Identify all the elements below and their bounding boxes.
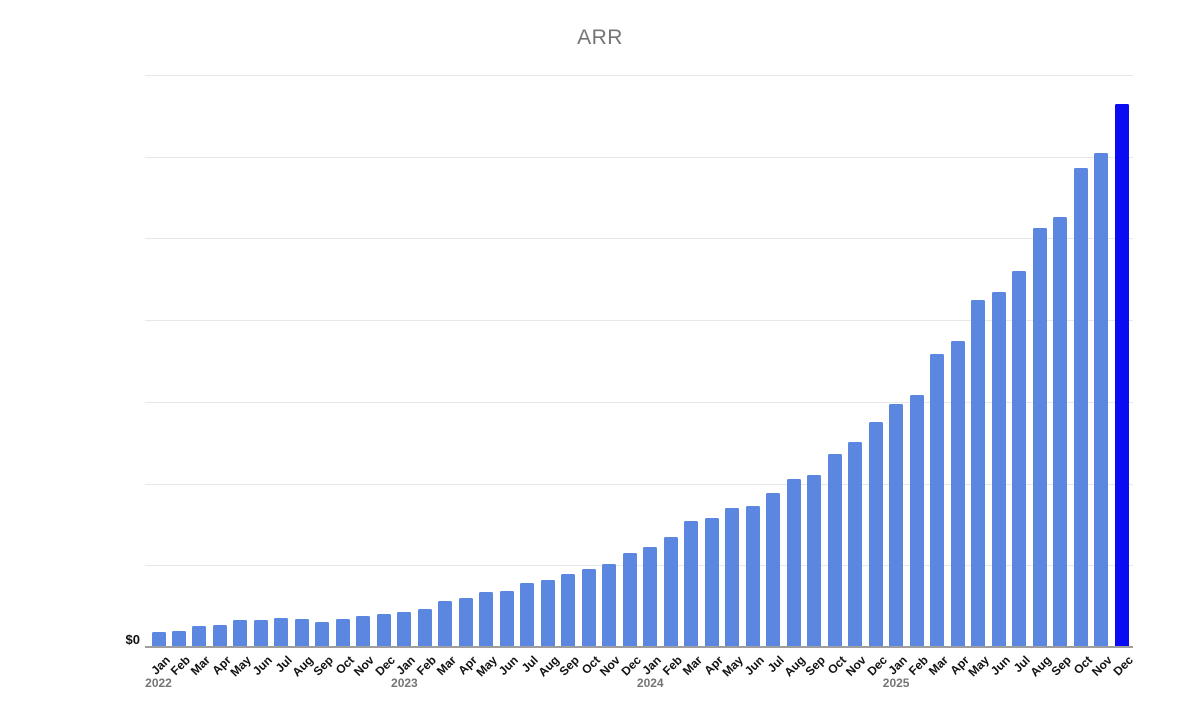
bar — [622, 553, 637, 647]
x-tick-label: Jan — [885, 653, 911, 678]
bar — [417, 609, 432, 647]
bar — [335, 618, 350, 647]
bar — [233, 619, 248, 647]
x-tick-label: Oct — [1070, 653, 1095, 678]
y-axis-zero-label: $0 — [125, 632, 140, 647]
bar — [848, 441, 863, 647]
gridline — [145, 75, 1133, 76]
year-label: 2022 — [145, 676, 172, 690]
bar — [930, 353, 945, 647]
bar — [253, 619, 268, 647]
bar — [1073, 168, 1088, 647]
gridline — [145, 238, 1133, 240]
gridline — [145, 320, 1133, 322]
gridline — [145, 401, 1133, 403]
bar — [909, 395, 924, 647]
bar — [192, 625, 207, 647]
bar — [438, 600, 453, 647]
bar — [684, 521, 699, 647]
bar — [458, 598, 473, 647]
bar — [376, 613, 391, 647]
bar — [274, 618, 289, 647]
bar — [807, 474, 822, 647]
year-label: 2025 — [882, 676, 910, 690]
x-tick-label: Sep — [802, 653, 829, 679]
bar — [991, 291, 1006, 647]
plot-area — [145, 75, 1133, 648]
bar — [827, 453, 842, 647]
bar — [294, 618, 309, 647]
bar — [151, 631, 166, 647]
bar — [889, 404, 904, 647]
gridline — [145, 565, 1133, 567]
x-tick-label: Mar — [926, 653, 952, 678]
bar — [663, 536, 678, 647]
x-tick-label: Oct — [824, 653, 849, 678]
bar — [766, 493, 781, 647]
bar — [868, 422, 883, 647]
bar — [171, 631, 186, 647]
x-tick-label: Jun — [495, 653, 521, 678]
x-tick-label: Jun — [249, 653, 275, 678]
bar — [581, 568, 596, 647]
bar — [479, 592, 494, 647]
bar — [602, 563, 617, 647]
x-tick-label: Mar — [434, 653, 460, 678]
bar — [745, 505, 760, 647]
bar — [971, 300, 986, 647]
x-tick-label: Jan — [393, 653, 419, 678]
bar — [520, 582, 535, 647]
bar — [1012, 271, 1027, 647]
x-tick-label: Dec — [1109, 653, 1136, 679]
bar — [356, 616, 371, 647]
bar — [1094, 152, 1109, 647]
x-tick-label: Jan — [147, 653, 173, 678]
x-tick-label: Nov — [1088, 653, 1115, 679]
gridline — [145, 483, 1133, 485]
gridline — [145, 156, 1133, 158]
year-label: 2024 — [636, 676, 664, 690]
chart-title: ARR — [577, 26, 623, 49]
x-tick-label: Jun — [741, 653, 767, 678]
bar — [704, 517, 719, 647]
bar — [725, 508, 740, 647]
x-axis-line — [145, 646, 1133, 648]
year-label: 2023 — [391, 676, 418, 690]
bar — [1053, 216, 1068, 647]
x-tick-label: Sep — [1048, 653, 1074, 679]
bar-highlighted — [1114, 104, 1129, 647]
x-tick-label: Mar — [680, 653, 706, 678]
x-tick-label: Jan — [639, 653, 665, 678]
bar — [397, 612, 412, 647]
bar — [786, 479, 801, 647]
bar — [643, 547, 658, 647]
bar — [1032, 227, 1047, 647]
bar — [499, 591, 514, 647]
bar — [212, 624, 227, 647]
bar — [540, 579, 555, 647]
x-tick-label: Jun — [987, 653, 1013, 678]
bar — [315, 622, 330, 647]
bar — [950, 340, 965, 647]
bar — [561, 574, 576, 647]
